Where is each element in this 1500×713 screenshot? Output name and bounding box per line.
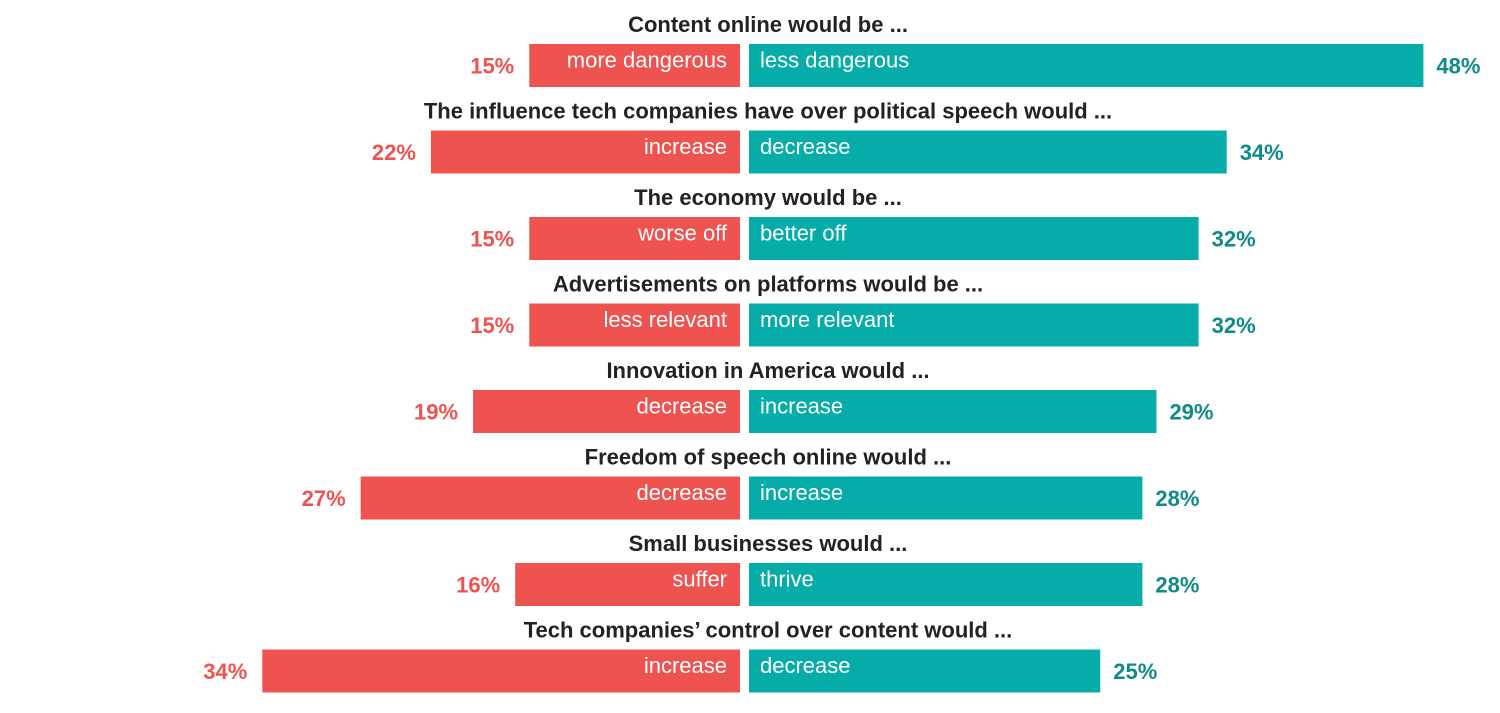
positive-bar bbox=[749, 390, 1157, 433]
positive-bar-label: less dangerous bbox=[760, 47, 909, 72]
positive-bar-label: increase bbox=[760, 393, 843, 418]
positive-bar bbox=[749, 303, 1199, 347]
row-title: Content online would be ... bbox=[628, 12, 908, 37]
positive-value-label: 28% bbox=[1155, 486, 1199, 511]
negative-bar-label: more dangerous bbox=[567, 47, 727, 72]
positive-value-label: 28% bbox=[1155, 572, 1199, 597]
negative-bar bbox=[529, 44, 740, 87]
positive-bar bbox=[749, 130, 1227, 174]
negative-bar bbox=[473, 390, 740, 433]
negative-bar bbox=[262, 649, 740, 693]
negative-bar-label: worse off bbox=[637, 220, 728, 245]
negative-bar-label: less relevant bbox=[603, 307, 727, 332]
negative-bar bbox=[529, 303, 740, 347]
positive-bar-label: more relevant bbox=[760, 307, 895, 332]
row-title: Freedom of speech online would ... bbox=[585, 444, 952, 469]
negative-value-label: 15% bbox=[470, 313, 514, 338]
row-title: Tech companies’ control over content wou… bbox=[524, 617, 1013, 642]
positive-bar bbox=[749, 44, 1424, 87]
positive-value-label: 48% bbox=[1436, 53, 1480, 78]
positive-value-label: 25% bbox=[1113, 659, 1157, 684]
positive-bar-label: thrive bbox=[760, 566, 814, 591]
positive-value-label: 32% bbox=[1212, 313, 1256, 338]
positive-bar-label: increase bbox=[760, 480, 843, 505]
row-title: Small businesses would ... bbox=[629, 531, 908, 556]
positive-value-label: 34% bbox=[1240, 140, 1284, 165]
negative-value-label: 15% bbox=[470, 226, 514, 251]
row-title: The influence tech companies have over p… bbox=[424, 98, 1112, 123]
negative-value-label: 22% bbox=[372, 140, 416, 165]
negative-value-label: 34% bbox=[203, 659, 247, 684]
negative-value-label: 15% bbox=[470, 53, 514, 78]
negative-value-label: 19% bbox=[414, 399, 458, 424]
positive-value-label: 32% bbox=[1212, 226, 1256, 251]
positive-value-label: 29% bbox=[1169, 399, 1213, 424]
negative-value-label: 27% bbox=[302, 486, 346, 511]
negative-bar bbox=[360, 476, 740, 520]
positive-bar bbox=[749, 563, 1143, 606]
negative-bar-label: suffer bbox=[672, 566, 727, 591]
negative-bar bbox=[529, 217, 740, 260]
positive-bar bbox=[749, 649, 1101, 693]
negative-value-label: 16% bbox=[456, 572, 500, 597]
positive-bar bbox=[749, 476, 1143, 520]
row-title: The economy would be ... bbox=[634, 185, 902, 210]
positive-bar-label: decrease bbox=[760, 653, 851, 678]
negative-bar-label: increase bbox=[644, 134, 727, 159]
negative-bar-label: decrease bbox=[636, 393, 727, 418]
negative-bar-label: decrease bbox=[636, 480, 727, 505]
negative-bar-label: increase bbox=[644, 653, 727, 678]
row-title: Advertisements on platforms would be ... bbox=[553, 271, 983, 296]
row-title: Innovation in America would ... bbox=[606, 358, 929, 383]
negative-bar bbox=[430, 130, 740, 174]
positive-bar-label: better off bbox=[760, 220, 847, 245]
positive-bar-label: decrease bbox=[760, 134, 851, 159]
positive-bar bbox=[749, 217, 1199, 260]
negative-bar bbox=[515, 563, 740, 606]
